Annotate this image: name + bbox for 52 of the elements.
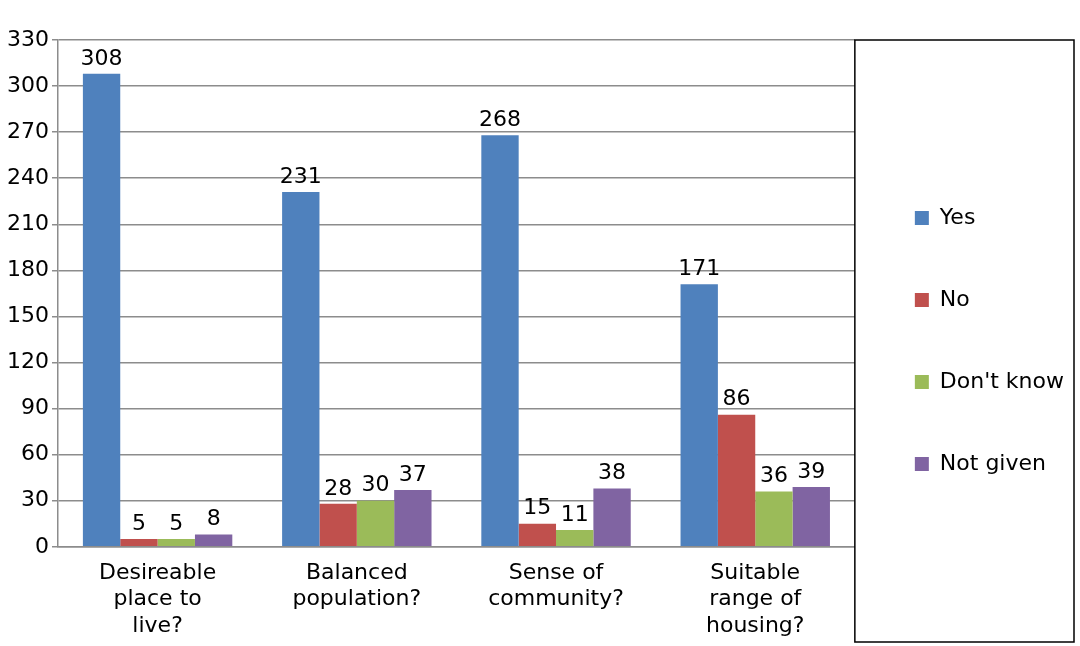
legend-label: Not given bbox=[939, 449, 1046, 475]
data-label: 30 bbox=[361, 471, 390, 497]
bar bbox=[120, 539, 158, 547]
bar bbox=[593, 488, 631, 547]
data-label: 11 bbox=[560, 500, 589, 526]
y-tick-label: 180 bbox=[6, 256, 49, 282]
bar bbox=[481, 135, 519, 547]
bar bbox=[394, 489, 432, 547]
bar bbox=[356, 500, 395, 547]
bar bbox=[792, 486, 830, 547]
y-tick-label: 240 bbox=[6, 163, 49, 189]
x-tick-label: Suitable range of housing? bbox=[705, 558, 805, 637]
data-label: 5 bbox=[131, 509, 146, 535]
bar bbox=[282, 192, 320, 547]
data-label: 37 bbox=[398, 460, 427, 486]
y-tick-label: 90 bbox=[20, 394, 49, 420]
data-label: 231 bbox=[279, 162, 322, 188]
x-tick-label: Sense of community? bbox=[488, 558, 624, 611]
y-tick-label: 150 bbox=[6, 302, 49, 328]
data-label: 28 bbox=[324, 474, 353, 500]
y-tick-label: 330 bbox=[6, 25, 49, 51]
data-label: 171 bbox=[678, 254, 721, 280]
y-tick-label: 30 bbox=[20, 486, 49, 512]
x-tick-label: Balanced population? bbox=[292, 558, 422, 611]
data-label: 5 bbox=[169, 509, 184, 535]
data-label: 36 bbox=[759, 462, 788, 488]
legend-label: Don't know bbox=[939, 367, 1065, 393]
bar bbox=[755, 491, 793, 547]
bar bbox=[680, 284, 718, 547]
y-tick-label: 270 bbox=[6, 117, 49, 143]
bar bbox=[556, 529, 594, 547]
data-label: 38 bbox=[598, 459, 627, 485]
y-tick-label: 210 bbox=[6, 210, 49, 236]
data-label: 8 bbox=[206, 505, 221, 531]
data-label: 39 bbox=[797, 457, 826, 483]
x-tick-label: Desireable place to live? bbox=[98, 558, 217, 637]
data-label: 15 bbox=[523, 494, 552, 520]
y-tick-label: 120 bbox=[6, 348, 49, 374]
y-tick-label: 300 bbox=[6, 71, 49, 97]
y-tick-label: 60 bbox=[20, 440, 49, 466]
data-label: 308 bbox=[80, 44, 123, 70]
bar bbox=[319, 503, 357, 547]
bar bbox=[194, 534, 233, 547]
bar bbox=[717, 414, 756, 547]
legend-label: No bbox=[939, 285, 970, 311]
data-label: 86 bbox=[722, 385, 751, 411]
legend-label: Yes bbox=[938, 203, 976, 229]
bar bbox=[82, 73, 121, 547]
bar bbox=[157, 539, 195, 547]
y-tick-label: 0 bbox=[34, 532, 49, 558]
data-label: 268 bbox=[479, 105, 521, 131]
bar bbox=[518, 523, 557, 547]
